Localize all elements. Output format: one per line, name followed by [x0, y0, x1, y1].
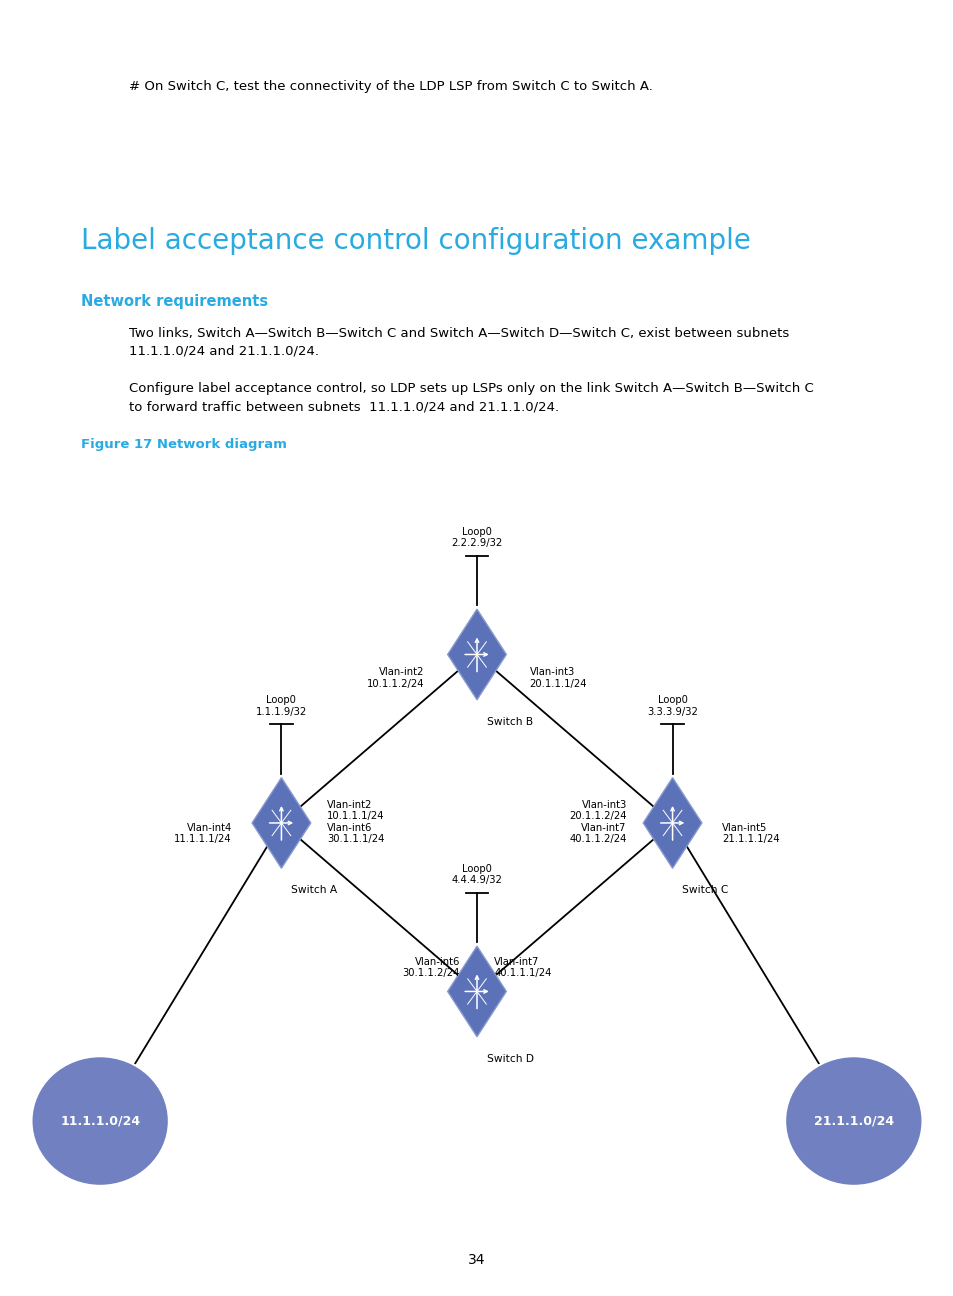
Text: Loop0
1.1.1.9/32: Loop0 1.1.1.9/32: [255, 695, 307, 717]
Text: Loop0
4.4.4.9/32: Loop0 4.4.4.9/32: [451, 863, 502, 885]
Polygon shape: [642, 778, 701, 868]
Text: Vlan-int7
40.1.1.1/24: Vlan-int7 40.1.1.1/24: [494, 956, 551, 978]
Text: Label acceptance control configuration example: Label acceptance control configuration e…: [81, 227, 750, 255]
Text: Vlan-int4
11.1.1.1/24: Vlan-int4 11.1.1.1/24: [174, 823, 232, 844]
Polygon shape: [252, 778, 311, 868]
Text: Vlan-int3
20.1.1.2/24
Vlan-int7
40.1.1.2/24: Vlan-int3 20.1.1.2/24 Vlan-int7 40.1.1.2…: [569, 800, 626, 845]
Text: Vlan-int2
10.1.1.1/24
Vlan-int6
30.1.1.1/24: Vlan-int2 10.1.1.1/24 Vlan-int6 30.1.1.1…: [327, 800, 384, 845]
Text: Loop0
3.3.3.9/32: Loop0 3.3.3.9/32: [646, 695, 698, 717]
Text: Switch D: Switch D: [486, 1054, 533, 1064]
Ellipse shape: [31, 1056, 169, 1186]
Text: 11.1.1.0/24: 11.1.1.0/24: [60, 1115, 140, 1128]
Text: Network requirements: Network requirements: [81, 294, 268, 310]
Text: Switch C: Switch C: [681, 885, 728, 896]
Polygon shape: [447, 946, 506, 1037]
Text: Switch B: Switch B: [486, 717, 532, 727]
Text: Vlan-int2
10.1.1.2/24: Vlan-int2 10.1.1.2/24: [367, 667, 424, 689]
Text: Vlan-int3
20.1.1.1/24: Vlan-int3 20.1.1.1/24: [529, 667, 586, 689]
Text: Vlan-int6
30.1.1.2/24: Vlan-int6 30.1.1.2/24: [402, 956, 459, 978]
Text: Vlan-int5
21.1.1.1/24: Vlan-int5 21.1.1.1/24: [721, 823, 779, 844]
Text: Figure 17 Network diagram: Figure 17 Network diagram: [81, 438, 287, 451]
Text: Loop0
2.2.2.9/32: Loop0 2.2.2.9/32: [451, 526, 502, 548]
Text: Two links, Switch A—Switch B—Switch C and Switch A—Switch D—Switch C, exist betw: Two links, Switch A—Switch B—Switch C an…: [129, 327, 788, 358]
Text: # On Switch C, test the connectivity of the LDP LSP from Switch C to Switch A.: # On Switch C, test the connectivity of …: [129, 80, 652, 93]
Text: 34: 34: [468, 1253, 485, 1266]
Text: Configure label acceptance control, so LDP sets up LSPs only on the link Switch : Configure label acceptance control, so L…: [129, 382, 813, 413]
Ellipse shape: [784, 1056, 922, 1186]
Polygon shape: [447, 609, 506, 700]
Text: 21.1.1.0/24: 21.1.1.0/24: [813, 1115, 893, 1128]
Text: Switch A: Switch A: [291, 885, 336, 896]
